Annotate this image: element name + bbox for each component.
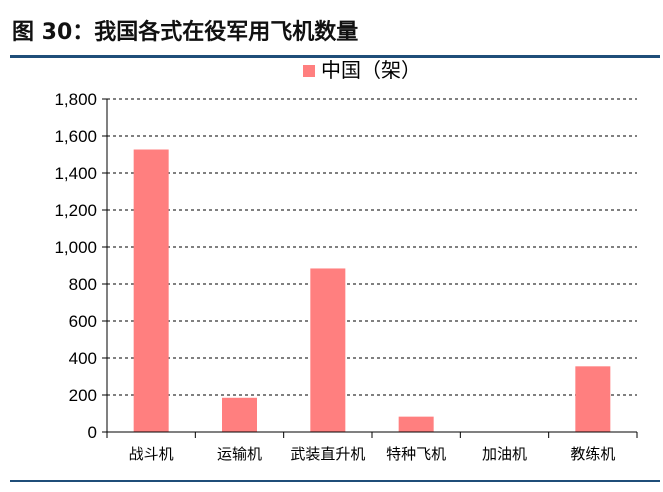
y-axis-ticks: 0 200 400 600 800 1,000 1,200 1,400 1,600 1,800 xyxy=(54,90,107,442)
title-rule xyxy=(10,55,660,58)
y-tick-label: 1,600 xyxy=(54,127,97,146)
y-tick-label: 400 xyxy=(69,349,97,368)
bar xyxy=(310,268,346,432)
y-tick-label: 1,800 xyxy=(54,90,97,109)
x-tick-label: 特种飞机 xyxy=(386,445,446,463)
y-tick-label: 1,200 xyxy=(54,201,97,220)
bar xyxy=(133,149,169,432)
bar xyxy=(222,397,257,432)
axes xyxy=(106,99,637,433)
y-tick-label: 800 xyxy=(69,275,97,294)
y-tick-label: 1,000 xyxy=(54,238,97,257)
y-tick-label: 0 xyxy=(88,423,97,442)
y-tick-label: 600 xyxy=(69,312,97,331)
bars xyxy=(133,149,611,432)
legend: 中国（架） xyxy=(303,58,421,82)
x-tick-label: 武装直升机 xyxy=(290,445,365,463)
x-tick-label: 教练机 xyxy=(570,445,615,463)
bar xyxy=(575,366,611,432)
bottom-rule xyxy=(10,480,660,482)
x-tick-label: 加油机 xyxy=(482,445,527,463)
grid-lines xyxy=(107,98,637,396)
legend-swatch xyxy=(303,65,315,77)
y-tick-label: 200 xyxy=(69,386,97,405)
x-axis-ticks: 战斗机 运输机 武装直升机 特种飞机 加油机 教练机 xyxy=(106,432,638,463)
y-tick-label: 1,400 xyxy=(54,164,97,183)
figure-title: 图 30：我国各式在役军用飞机数量 xyxy=(12,20,359,45)
bar xyxy=(398,416,434,432)
legend-label: 中国（架） xyxy=(321,58,421,82)
x-tick-label: 战斗机 xyxy=(129,445,174,463)
x-tick-label: 运输机 xyxy=(217,445,262,463)
